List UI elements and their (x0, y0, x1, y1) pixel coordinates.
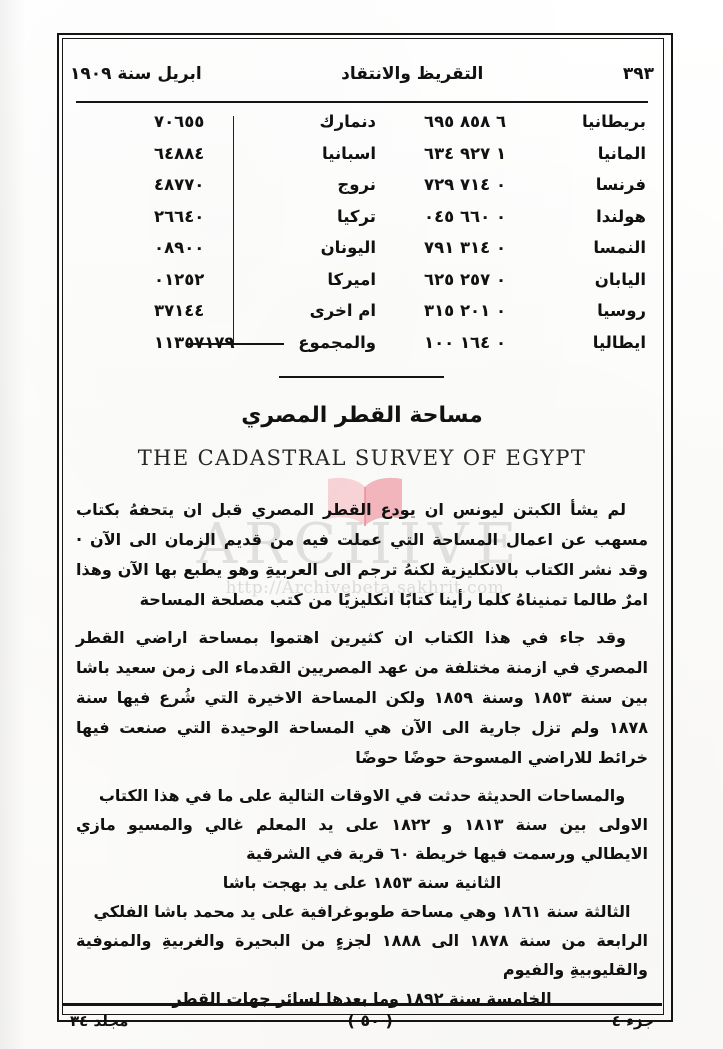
table-row: اليونان ٠٨٩٠٠ (150, 238, 380, 270)
paragraph: لم يشأ الكبتن ليونس ان يودع القطر المصري… (76, 500, 648, 609)
section-separator-rule (279, 376, 444, 378)
table-row: روسيا ٠ ٢٠١ ٣١٥ (420, 301, 650, 333)
article-body: لم يشأ الكبتن ليونس ان يودع القطر المصري… (76, 495, 648, 1013)
paragraph: وقد جاء في هذا الكتاب ان كثيرين اهتموا ب… (76, 628, 649, 767)
country-value: ٦٤٨٨٤ (154, 143, 205, 163)
country-value: ٠ ٧١٤ ٧٢٩ (424, 175, 507, 194)
country-name: هولندا (596, 206, 646, 226)
page-border-inner (62, 38, 664, 1015)
table-row: نروج ٤٨٧٧٠ (150, 175, 380, 207)
table-row: ايطاليا ٠ ١٦٤ ١٠٠ (420, 333, 650, 365)
country-name: تركيا (337, 206, 376, 226)
scan-edge-shadow (0, 0, 26, 1049)
table-row: دنمارك ٧٠٦٥٥ (150, 112, 380, 144)
country-name: اليونان (320, 238, 376, 257)
country-value: ٠ ١٦٤ ١٠٠ (424, 332, 507, 352)
total-label: والمجموع (298, 332, 376, 352)
country-name: فرنسا (595, 175, 646, 194)
stats-column-right: بريطانيا ٦ ٨٥٨ ٦٩٥ المانيا ١ ٩٢٧ ٦٣٤ فرن… (420, 112, 650, 364)
country-value: ٠ ٦٦٠ ٠٤٥ (424, 206, 507, 226)
statistics-table: بريطانيا ٦ ٨٥٨ ٦٩٥ المانيا ١ ٩٢٧ ٦٣٤ فرن… (150, 112, 650, 370)
country-value: ٦ ٨٥٨ ٦٩٥ (424, 112, 507, 131)
page-number: ٣٩٣ (622, 64, 654, 84)
list-item: الخامسة سنة ١٨٩٢ وما بعدها لسائر جهات ال… (172, 989, 552, 1008)
country-value: ٠١٢٥٢ (154, 269, 205, 289)
country-name: اسبانيا (322, 143, 376, 163)
country-name: المانيا (597, 143, 646, 163)
table-row: فرنسا ٠ ٧١٤ ٧٢٩ (420, 175, 650, 207)
total-value: ١١٣٥٧١٧٩ (154, 332, 235, 352)
page-footer: جزء ٤ ( ٥٠ ) مجلد ٣٤ (70, 1011, 654, 1030)
country-value: ٠ ٢٠١ ٣١٥ (424, 301, 507, 320)
country-value: ٧٠٦٥٥ (154, 112, 205, 131)
country-name: نروج (337, 175, 376, 194)
table-row: اميركا ٠١٢٥٢ (150, 270, 380, 302)
country-value: ٢٦٦٤٠ (154, 206, 205, 226)
country-value: ٠٨٩٠٠ (154, 238, 205, 257)
header-divider-rule (76, 101, 648, 103)
country-name: بريطانيا (581, 112, 646, 131)
country-value: ١ ٩٢٧ ٦٣٤ (424, 143, 507, 163)
table-row: تركيا ٢٦٦٤٠ (150, 207, 380, 239)
country-value: ٤٨٧٧٠ (154, 175, 205, 194)
table-row: اليابان ٠ ٢٥٧ ٦٢٥ (420, 270, 650, 302)
list-intro-line: والمساحات الحديثة حدثت في الاوقات التالي… (98, 786, 626, 805)
country-value: ٠ ٢٥٧ ٦٢٥ (424, 269, 507, 289)
table-row: ام اخرى ٣٧١٤٤ (150, 301, 380, 333)
issue-date: ابريل سنة ١٩٠٩ (70, 64, 202, 84)
footer-volume-number: مجلد ٣٤ (70, 1011, 129, 1030)
article-title-english: THE CADASTRAL SURVEY OF EGYPT (137, 446, 587, 470)
table-row: بريطانيا ٦ ٨٥٨ ٦٩٥ (420, 112, 650, 144)
page-border-outer (57, 33, 673, 1022)
journal-section-title: التقريظ والانتقاد (341, 64, 484, 84)
country-name: ام اخرى (309, 301, 376, 320)
table-row: هولندا ٠ ٦٦٠ ٠٤٥ (420, 207, 650, 239)
country-name: دنمارك (319, 112, 376, 131)
country-value: ٠ ٣١٤ ٧٩١ (424, 238, 507, 257)
table-vertical-divider (233, 116, 234, 344)
footer-divider-rule (62, 1003, 662, 1006)
country-value: ٣٧١٤٤ (154, 301, 205, 320)
country-name: اليابان (594, 269, 646, 289)
running-head: ٣٩٣ التقريظ والانتقاد ابريل سنة ١٩٠٩ (70, 50, 654, 98)
list-item: الرابعة من سنة ١٨٧٨ الى ١٨٨٨ لجزءٍ من ال… (76, 931, 649, 979)
list-item: الثالثة سنة ١٨٦١ وهي مساحة طوبوغرافية عل… (93, 902, 631, 921)
stats-column-left: دنمارك ٧٠٦٥٥ اسبانيا ٦٤٨٨٤ نروج ٤٨٧٧٠ تر… (150, 112, 380, 364)
table-row-total: والمجموع ١١٣٥٧١٧٩ (150, 333, 380, 365)
article-title-arabic: مساحة القطر المصري (241, 403, 483, 428)
country-name: روسيا (597, 301, 646, 320)
country-name: ايطاليا (592, 332, 646, 352)
table-row: المانيا ١ ٩٢٧ ٦٣٤ (420, 144, 650, 176)
list-item: الثانية سنة ١٨٥٣ على يد بهجت باشا (222, 873, 502, 892)
footer-part-number: جزء ٤ (611, 1011, 654, 1030)
country-name: اميركا (327, 269, 376, 289)
table-row: النمسا ٠ ٣١٤ ٧٩١ (420, 238, 650, 270)
total-sum-rule (188, 343, 284, 345)
country-name: النمسا (593, 238, 646, 257)
list-item: الاولى بين سنة ١٨١٣ و ١٨٢٢ على يد المعلم… (76, 815, 649, 863)
table-row: اسبانيا ٦٤٨٨٤ (150, 144, 380, 176)
footer-sheet-signature: ( ٥٠ ) (347, 1011, 393, 1030)
